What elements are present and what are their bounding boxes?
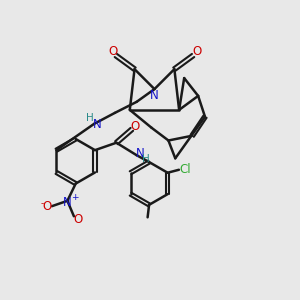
- Text: O: O: [130, 120, 140, 133]
- Text: N: N: [93, 118, 102, 131]
- Text: O: O: [43, 200, 52, 213]
- Text: H: H: [86, 113, 94, 124]
- Text: O: O: [74, 213, 83, 226]
- Text: Cl: Cl: [180, 163, 191, 176]
- Text: H: H: [142, 154, 150, 164]
- Text: N: N: [63, 196, 72, 209]
- Text: N: N: [136, 147, 145, 160]
- Text: N: N: [150, 89, 159, 102]
- Text: O: O: [192, 45, 201, 58]
- Text: O: O: [108, 45, 118, 58]
- Text: -: -: [41, 199, 44, 208]
- Text: +: +: [71, 194, 79, 202]
